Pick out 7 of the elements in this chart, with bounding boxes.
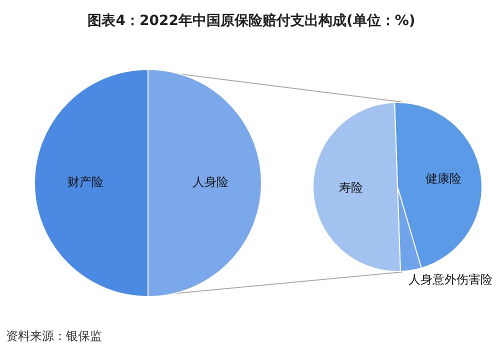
slice-label: 寿险	[339, 180, 364, 195]
slice-label: 健康险	[425, 172, 462, 186]
slice-label: 人身险	[192, 175, 228, 190]
slice-label: 财产险	[68, 175, 104, 190]
slice-label: 人身意外伤害险	[408, 272, 493, 286]
chart-title: 图表4：2022年中国原保险赔付支出构成(单位：%)	[86, 12, 416, 30]
text: 资料来源：银保监	[6, 328, 102, 345]
